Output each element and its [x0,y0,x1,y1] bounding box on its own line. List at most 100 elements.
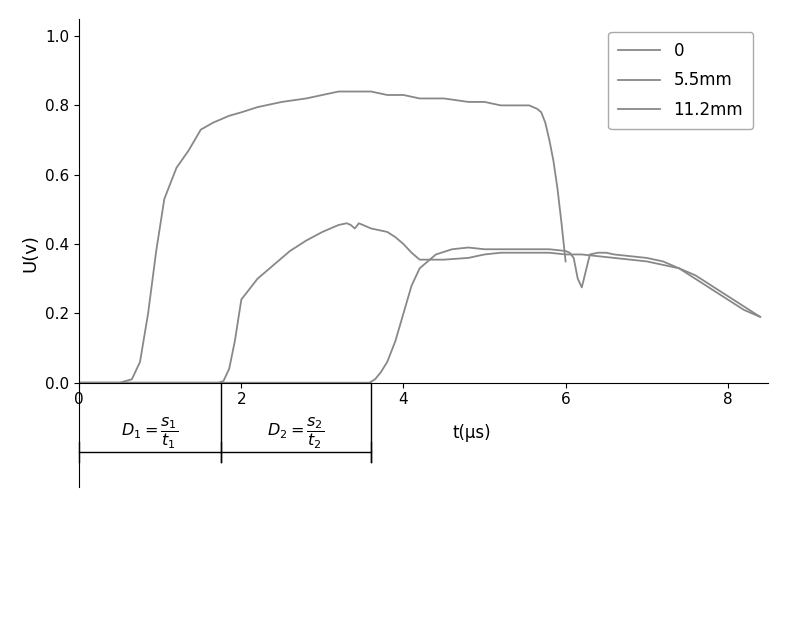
5.5mm [691,271,700,279]
0 [496,102,505,109]
0 [366,88,375,95]
0 [480,98,489,105]
11.2mm [398,310,408,317]
11.2mm [431,251,440,258]
5.5mm [528,249,538,256]
5.5mm [74,379,84,386]
5.5mm [350,225,360,232]
5.5mm [545,249,554,256]
11.2mm [691,275,700,283]
5.5mm [706,282,716,290]
0 [172,164,181,172]
11.2mm [415,265,425,272]
0 [184,147,193,154]
0 [561,258,570,265]
0 [415,95,425,102]
0 [237,109,246,116]
5.5mm [219,378,228,385]
0 [334,88,344,95]
0 [143,310,153,317]
0 [253,104,262,111]
Line: 11.2mm: 11.2mm [79,248,760,383]
5.5mm [253,275,262,283]
5.5mm [415,256,425,263]
0 [398,91,408,99]
11.2mm [577,284,587,291]
0 [196,126,206,134]
0 [532,105,542,112]
5.5mm [739,303,748,310]
11.2mm [601,249,611,256]
11.2mm [723,296,733,303]
11.2mm [376,369,386,376]
0 [524,102,534,109]
0 [128,376,137,383]
11.2mm [626,253,635,260]
Line: 5.5mm: 5.5mm [79,223,760,383]
0 [553,185,562,192]
11.2mm [390,338,400,345]
11.2mm [480,245,489,253]
5.5mm [302,237,311,245]
0 [216,115,226,123]
Text: t(μs): t(μs) [452,424,491,442]
5.5mm [480,251,489,258]
0 [545,136,554,144]
11.2mm [371,376,380,383]
0 [541,119,550,127]
Text: $D_2 = \dfrac{s_2}{t_2}$: $D_2 = \dfrac{s_2}{t_2}$ [268,416,325,451]
5.5mm [610,254,619,261]
5.5mm [346,222,356,229]
5.5mm [398,240,408,248]
5.5mm [326,225,335,232]
0 [549,157,558,165]
0 [135,358,145,366]
11.2mm [383,358,392,366]
11.2mm [565,249,574,256]
0 [383,91,392,99]
Legend: 0, 5.5mm, 11.2mm: 0, 5.5mm, 11.2mm [608,32,753,129]
5.5mm [334,222,344,229]
11.2mm [756,313,765,321]
0 [151,247,161,255]
0 [350,88,360,95]
5.5mm [674,265,683,272]
0 [302,95,311,102]
11.2mm [585,251,595,258]
5.5mm [230,338,240,345]
11.2mm [739,306,748,314]
5.5mm [463,254,473,261]
5.5mm [658,261,668,268]
5.5mm [642,258,651,265]
5.5mm [561,251,570,258]
5.5mm [756,313,765,321]
11.2mm [569,254,578,261]
0 [318,91,327,99]
5.5mm [512,249,522,256]
5.5mm [593,253,603,260]
11.2mm [573,275,582,283]
0 [512,102,522,109]
Y-axis label: U(v): U(v) [21,234,40,271]
11.2mm [447,245,457,253]
5.5mm [366,225,375,232]
5.5mm [245,285,254,293]
11.2mm [512,245,522,253]
5.5mm [723,292,733,300]
5.5mm [285,247,295,255]
11.2mm [496,245,505,253]
11.2mm [706,285,716,293]
5.5mm [237,296,246,303]
0 [463,98,473,105]
5.5mm [407,249,417,256]
11.2mm [407,282,417,290]
0 [159,195,169,203]
5.5mm [342,220,352,227]
11.2mm [463,244,473,251]
11.2mm [364,379,374,386]
0 [536,109,546,116]
5.5mm [626,256,635,263]
5.5mm [318,228,327,236]
11.2mm [610,251,619,258]
5.5mm [440,256,449,263]
